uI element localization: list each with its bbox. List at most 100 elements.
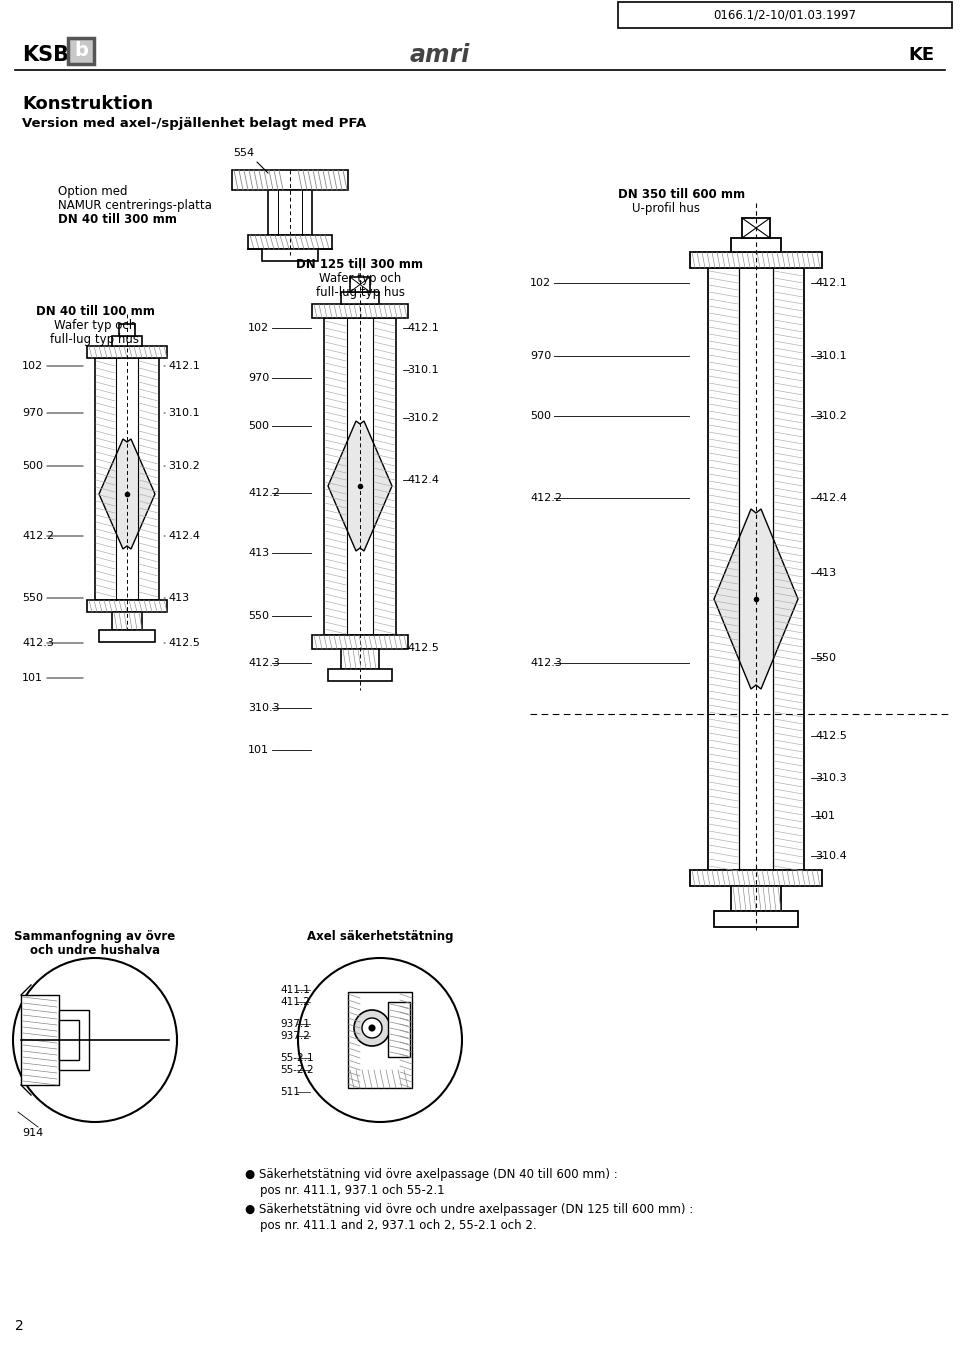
Bar	[690, 870, 822, 886]
Circle shape	[298, 958, 462, 1122]
Text: full-lug typ hus: full-lug typ hus	[316, 286, 404, 299]
Text: 550: 550	[248, 611, 269, 621]
Bar	[99, 629, 155, 642]
Text: 102: 102	[22, 360, 43, 371]
Text: 412.4: 412.4	[815, 494, 847, 503]
Polygon shape	[99, 438, 155, 549]
Text: DN 40 till 100 mm: DN 40 till 100 mm	[36, 305, 155, 317]
Polygon shape	[714, 508, 798, 689]
Text: 310.4: 310.4	[815, 851, 847, 861]
Text: 102: 102	[248, 323, 269, 334]
Text: 310.2: 310.2	[168, 461, 200, 471]
Bar	[350, 277, 370, 292]
Bar	[248, 235, 332, 249]
Text: 310.3: 310.3	[248, 703, 279, 713]
Text: 970: 970	[530, 351, 551, 360]
Bar	[731, 886, 781, 911]
Text: KE: KE	[909, 46, 935, 65]
Text: Wafer typ och: Wafer typ och	[319, 272, 401, 285]
Bar	[21, 995, 59, 1085]
Text: 310.1: 310.1	[407, 364, 439, 375]
Text: 412.5: 412.5	[168, 638, 200, 648]
Bar	[341, 292, 379, 304]
Text: 914: 914	[22, 1128, 43, 1138]
Text: 412.4: 412.4	[168, 531, 200, 541]
FancyBboxPatch shape	[68, 38, 94, 65]
Text: 101: 101	[22, 672, 43, 683]
Text: 413: 413	[248, 547, 269, 558]
Text: 411.1: 411.1	[280, 985, 310, 995]
Text: 412.5: 412.5	[815, 730, 847, 741]
Polygon shape	[328, 421, 392, 551]
Text: 412.4: 412.4	[407, 475, 439, 486]
Text: 411.2: 411.2	[280, 997, 310, 1007]
Bar	[312, 304, 408, 317]
Circle shape	[362, 1018, 382, 1038]
Bar	[119, 324, 135, 336]
Bar	[618, 1, 952, 28]
Text: 0166.1/2-10/01.03.1997: 0166.1/2-10/01.03.1997	[713, 8, 856, 22]
Bar	[232, 169, 348, 190]
Text: DN 40 till 300 mm: DN 40 till 300 mm	[58, 213, 177, 226]
Text: ● Säkerhetstätning vid övre och undre axelpassager (DN 125 till 600 mm) :: ● Säkerhetstätning vid övre och undre ax…	[245, 1202, 693, 1216]
Text: 55-2.2: 55-2.2	[280, 1065, 314, 1075]
Text: DN 125 till 300 mm: DN 125 till 300 mm	[297, 258, 423, 270]
Bar	[341, 650, 379, 668]
Bar	[708, 268, 804, 870]
Text: Sammanfogning av övre: Sammanfogning av övre	[14, 929, 176, 943]
Text: Wafer typ och: Wafer typ och	[54, 319, 136, 332]
Text: 310.3: 310.3	[815, 773, 847, 783]
Bar	[690, 252, 822, 268]
Text: 101: 101	[815, 811, 836, 820]
Bar	[742, 218, 770, 238]
Bar	[95, 358, 159, 600]
Text: 413: 413	[815, 568, 836, 578]
Text: och undre hushalva: och undre hushalva	[30, 944, 160, 958]
Text: 500: 500	[530, 412, 551, 421]
Circle shape	[13, 958, 177, 1122]
Text: 970: 970	[22, 408, 43, 418]
Text: 937.1: 937.1	[280, 1020, 310, 1029]
Bar	[268, 190, 312, 235]
Bar	[112, 612, 142, 629]
Text: 412.1: 412.1	[815, 278, 847, 288]
Text: 102: 102	[530, 278, 551, 288]
Text: 412.3: 412.3	[22, 638, 54, 648]
Text: amri: amri	[410, 43, 470, 67]
Text: Version med axel-/spjällenhet belagt med PFA: Version med axel-/spjällenhet belagt med…	[22, 117, 367, 130]
Text: 412.2: 412.2	[530, 494, 562, 503]
Text: 310.1: 310.1	[168, 408, 200, 418]
Bar	[348, 993, 412, 1088]
Text: 412.2: 412.2	[22, 531, 54, 541]
Text: NAMUR centrerings-platta: NAMUR centrerings-platta	[58, 199, 212, 213]
Text: b: b	[74, 42, 88, 61]
Text: 511: 511	[280, 1087, 300, 1098]
Text: 937.2: 937.2	[280, 1032, 310, 1041]
Bar	[328, 668, 392, 681]
Bar	[59, 1010, 89, 1071]
Text: 101: 101	[248, 745, 269, 755]
Circle shape	[369, 1025, 375, 1032]
Text: pos nr. 411.1 and 2, 937.1 och 2, 55-2.1 och 2.: pos nr. 411.1 and 2, 937.1 och 2, 55-2.1…	[260, 1219, 537, 1232]
Bar	[324, 317, 396, 635]
Text: Option med: Option med	[58, 186, 128, 198]
Text: 310.1: 310.1	[815, 351, 847, 360]
Text: 310.2: 310.2	[407, 413, 439, 422]
Text: pos nr. 411.1, 937.1 och 55-2.1: pos nr. 411.1, 937.1 och 55-2.1	[260, 1184, 444, 1197]
Text: 412.2: 412.2	[248, 488, 280, 498]
Text: 500: 500	[22, 461, 43, 471]
Text: 412.1: 412.1	[407, 323, 439, 334]
Bar	[87, 600, 167, 612]
Text: 2: 2	[15, 1319, 24, 1333]
Bar	[112, 336, 142, 346]
Text: full-lug typ hus: full-lug typ hus	[51, 334, 139, 346]
Text: 412.1: 412.1	[168, 360, 200, 371]
Text: 412.3: 412.3	[530, 658, 562, 668]
Bar	[388, 1002, 410, 1057]
Text: 55-2.1: 55-2.1	[280, 1053, 314, 1063]
Circle shape	[354, 1010, 390, 1046]
Text: 554: 554	[233, 148, 254, 157]
Text: 970: 970	[248, 373, 269, 383]
Bar	[731, 238, 781, 252]
Bar	[714, 911, 798, 927]
